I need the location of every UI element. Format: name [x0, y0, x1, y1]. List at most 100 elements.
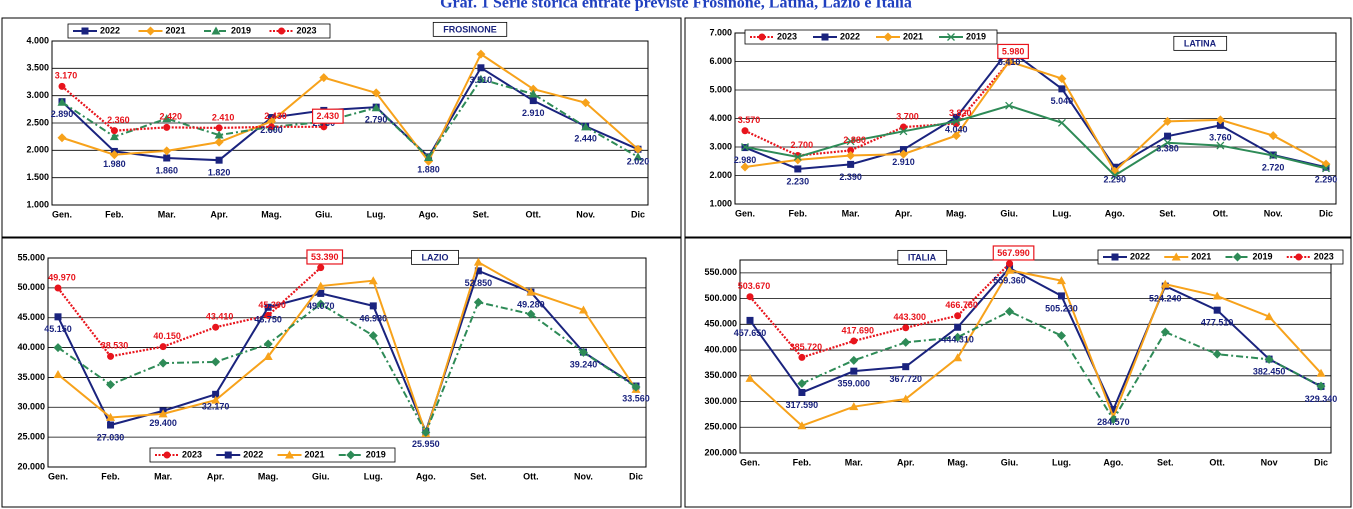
- marker: [1004, 57, 1014, 66]
- y-tick-label: 200.000: [704, 447, 737, 457]
- marker: [368, 331, 378, 341]
- y-tick-label: 6.000: [709, 56, 732, 66]
- marker: [424, 152, 434, 161]
- data-label: 329.340: [1305, 394, 1338, 404]
- x-tick-label: Giu.: [312, 471, 330, 481]
- marker: [214, 130, 224, 139]
- series-line: [57, 269, 637, 435]
- x-tick-label: Feb.: [789, 208, 808, 218]
- marker: [1006, 260, 1014, 268]
- legend-marker: [163, 451, 171, 459]
- legend-label: 2021: [166, 25, 186, 35]
- data-label: 6.410: [998, 57, 1021, 67]
- x-tick-label: Dic: [1319, 208, 1333, 218]
- marker: [581, 122, 591, 131]
- series-line: [57, 260, 637, 437]
- legend-marker: [883, 32, 893, 42]
- y-tick-label: 7.000: [709, 27, 732, 37]
- marker: [162, 114, 172, 123]
- x-tick-label: Gen.: [48, 471, 68, 481]
- marker: [902, 363, 910, 371]
- legend-box: [149, 447, 396, 463]
- series-line: [749, 262, 1011, 359]
- x-tick-label: Feb.: [105, 209, 124, 219]
- chart-title: ITALIA: [908, 252, 937, 262]
- legend-marker: [81, 27, 89, 35]
- data-label: 2.390: [839, 172, 862, 182]
- marker: [109, 150, 119, 160]
- series-line: [57, 266, 322, 358]
- y-tick-label: 300.000: [704, 396, 737, 406]
- x-tick-label: Mag.: [261, 209, 282, 219]
- marker: [899, 127, 908, 136]
- marker: [1005, 101, 1014, 110]
- y-tick-label: 55.000: [17, 252, 45, 262]
- x-tick-label: Giu.: [1001, 457, 1019, 467]
- y-tick-label: 30.000: [17, 402, 45, 412]
- x-tick-label: Mar.: [842, 208, 860, 218]
- legend-marker: [211, 26, 221, 35]
- marker: [746, 316, 754, 324]
- data-label: 46.750: [254, 315, 282, 325]
- y-tick-label: 3.000: [709, 141, 732, 151]
- marker: [746, 293, 754, 301]
- label-box: [311, 108, 344, 124]
- marker: [1108, 415, 1118, 425]
- series-line: [801, 310, 1322, 422]
- marker: [215, 124, 223, 132]
- title-box: [432, 21, 508, 37]
- marker: [1005, 306, 1015, 316]
- marker: [1316, 381, 1326, 391]
- data-label: 1.820: [208, 168, 231, 178]
- data-label: 3.570: [738, 115, 761, 125]
- legend-label: 2021: [903, 31, 923, 41]
- data-label: 457.650: [734, 328, 767, 338]
- marker: [267, 123, 275, 131]
- marker: [107, 421, 115, 429]
- marker: [158, 409, 168, 418]
- marker: [263, 352, 273, 361]
- marker: [319, 73, 329, 83]
- marker: [1216, 121, 1224, 129]
- marker: [1268, 131, 1278, 141]
- marker: [58, 82, 66, 90]
- x-tick-label: Set.: [1159, 208, 1176, 218]
- marker: [952, 113, 960, 121]
- x-tick-label: Gen.: [52, 209, 72, 219]
- data-label: 46.980: [360, 313, 388, 323]
- x-tick-label: Ott.: [1213, 208, 1229, 218]
- marker: [1264, 354, 1274, 364]
- marker: [1212, 291, 1222, 300]
- marker: [106, 380, 116, 390]
- legend-marker: [1111, 253, 1119, 261]
- marker: [162, 146, 172, 156]
- data-label: 503.670: [738, 281, 771, 291]
- data-label: 3.820: [949, 108, 972, 118]
- series-line: [61, 78, 639, 159]
- x-tick-label: Mar.: [154, 471, 172, 481]
- data-label: 5.980: [1002, 46, 1025, 56]
- y-tick-label: 40.000: [17, 342, 45, 352]
- marker: [53, 343, 63, 353]
- data-label: 2.910: [522, 108, 545, 118]
- legend-label: 2019: [966, 31, 986, 41]
- marker: [316, 281, 326, 290]
- marker: [212, 390, 220, 398]
- series-line: [61, 85, 324, 132]
- data-label: 45.150: [44, 324, 72, 334]
- marker: [317, 289, 325, 297]
- data-label: 505.230: [1045, 303, 1078, 313]
- marker: [57, 97, 67, 106]
- marker: [954, 312, 962, 320]
- y-tick-label: 550.000: [704, 267, 737, 277]
- y-tick-label: 3.500: [26, 63, 49, 73]
- data-label: 443.300: [893, 312, 926, 322]
- page-title: Graf. 1 Serie storica entrate previste F…: [440, 0, 912, 12]
- x-tick-label: Ago.: [1103, 457, 1123, 467]
- legend-marker: [285, 450, 294, 459]
- data-label: 3.380: [1156, 144, 1179, 154]
- series-line: [749, 266, 1322, 412]
- x-tick-label: Set.: [470, 471, 487, 481]
- x-tick-label: Giu.: [315, 209, 333, 219]
- marker: [798, 353, 806, 361]
